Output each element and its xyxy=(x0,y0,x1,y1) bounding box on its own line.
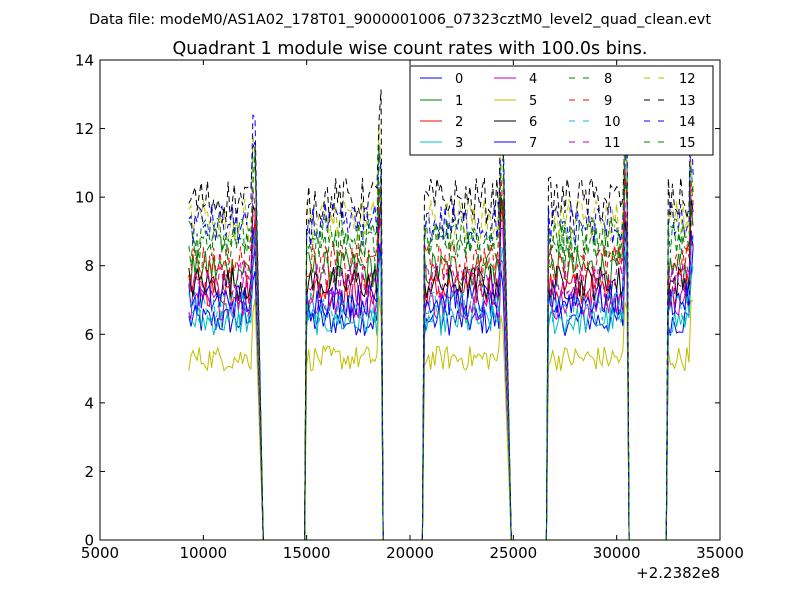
legend-label-2: 2 xyxy=(455,115,463,130)
series-line-5 xyxy=(188,295,694,540)
y-tick-label: 10 xyxy=(75,189,94,207)
legend-label-3: 3 xyxy=(455,136,463,151)
axis-tick-labels: 5000 10000 15000 20000 25000 30000 35000 0 2 4 6 8 1… xyxy=(75,52,744,563)
x-tick-label: 10000 xyxy=(179,544,227,562)
y-tick-label: 6 xyxy=(84,326,94,344)
legend-label-14: 14 xyxy=(679,115,696,130)
axis-ticks xyxy=(99,59,721,541)
y-tick-label: 8 xyxy=(84,257,94,275)
series-line-14 xyxy=(188,114,694,540)
legend-label-4: 4 xyxy=(529,72,537,87)
x-tick-label: 15000 xyxy=(283,544,331,562)
legend-label-15: 15 xyxy=(679,136,696,151)
x-tick-label: 30000 xyxy=(593,544,641,562)
legend-label-1: 1 xyxy=(455,94,463,109)
legend-label-12: 12 xyxy=(679,72,696,87)
series-line-15 xyxy=(188,145,694,540)
series-line-3 xyxy=(188,247,694,540)
series-line-9 xyxy=(188,167,694,540)
series-line-1 xyxy=(188,175,694,540)
legend-label-7: 7 xyxy=(529,136,537,151)
y-tick-label: 0 xyxy=(84,532,94,550)
y-tick-label: 2 xyxy=(84,463,94,481)
x-tick-label: 35000 xyxy=(696,544,744,562)
legend-label-0: 0 xyxy=(455,72,463,87)
legend-label-9: 9 xyxy=(604,94,612,109)
x-tick-label: 25000 xyxy=(489,544,537,562)
legend-label-6: 6 xyxy=(529,115,537,130)
legend-frame xyxy=(409,65,714,156)
series-line-10 xyxy=(188,230,694,540)
legend-label-8: 8 xyxy=(604,72,612,87)
figure-suptitle: Data file: modeM0/AS1A02_178T01_90000010… xyxy=(89,12,711,28)
x-tick-label: 5000 xyxy=(81,544,119,562)
y-tick-label: 4 xyxy=(84,394,94,412)
y-tick-label: 12 xyxy=(75,120,94,138)
x-tick-label: 20000 xyxy=(386,544,434,562)
legend-label-10: 10 xyxy=(604,115,621,130)
series-lines xyxy=(188,82,694,540)
y-tick-label: 14 xyxy=(75,52,94,70)
series-line-13 xyxy=(188,82,694,540)
legend-label-13: 13 xyxy=(679,94,696,109)
legend-label-11: 11 xyxy=(604,136,621,151)
legend-label-5: 5 xyxy=(529,94,537,109)
series-line-6 xyxy=(188,197,694,540)
x-offset-label: +2.2382e8 xyxy=(636,564,720,582)
chart-title: Quadrant 1 module wise count rates with … xyxy=(173,39,648,59)
